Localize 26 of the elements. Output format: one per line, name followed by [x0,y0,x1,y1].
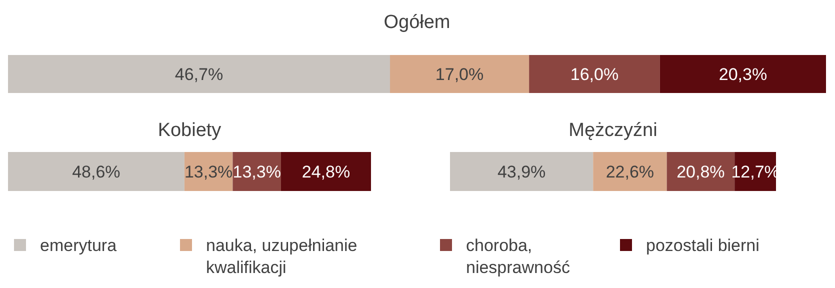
data-label: 48,6% [72,162,120,182]
legend-label: nauka, uzupełnianie kwalifikacji [206,236,358,277]
data-label: 43,9% [497,162,546,182]
data-label: 20,8% [676,162,725,182]
bar [450,152,594,191]
bar [529,55,660,93]
data-label: 22,6% [606,162,654,182]
bar [390,55,530,93]
data-label: 17,0% [435,65,484,84]
data-label: 46,7% [174,65,224,84]
bar [8,55,390,93]
data-label: 16,0% [570,65,619,84]
bar [8,152,184,191]
chart-title: Ogółem [384,12,450,33]
chart-title: Kobiety [158,120,222,141]
legend-label: emerytura [40,236,118,255]
chart-title: Mężczyźni [568,120,658,141]
data-label: 13,3% [184,162,233,182]
bar [660,55,826,93]
data-label: 13,3% [232,162,281,182]
legend-label: choroba, niesprawność [466,236,570,277]
bar [593,152,667,191]
legend-label: pozostali bierni [646,236,760,255]
data-label: 20,3% [718,65,768,84]
data-label: 24,8% [302,162,350,182]
bar [280,152,371,191]
